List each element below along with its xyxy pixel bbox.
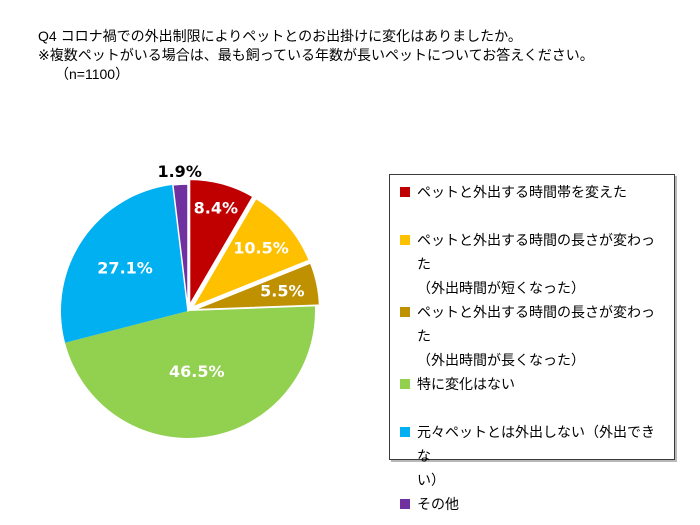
pie-data-label-4: 46.5% xyxy=(169,362,225,381)
legend-swatch-icon xyxy=(400,187,410,197)
legend-swatch-icon xyxy=(400,427,410,437)
legend-item-2: ペットと外出する時間の長さが変わった （外出時間が短くなった） xyxy=(399,228,666,300)
legend-swatch-icon xyxy=(400,379,410,389)
legend-item-label: ペットと外出する時間の長さが変わった （外出時間が短くなった） xyxy=(417,232,655,296)
pie-data-label-1: 8.4% xyxy=(194,199,238,218)
pie-data-label-3: 5.5% xyxy=(260,281,304,300)
legend-item-1: ペットと外出する時間帯を変えた xyxy=(399,180,666,204)
legend-swatch-icon xyxy=(400,499,410,509)
legend-item-label: 特に変化はない xyxy=(417,376,515,392)
legend-item-label: その他 xyxy=(417,496,459,512)
legend-item-label: ペットと外出する時間帯を変えた xyxy=(417,184,627,200)
legend-item-label: ペットと外出する時間の長さが変わった （外出時間が長くなった） xyxy=(417,304,655,368)
legend-item-4: 特に変化はない xyxy=(399,372,666,396)
pie-slice-6 xyxy=(172,183,189,312)
pie-data-label-5: 27.1% xyxy=(97,259,153,278)
legend-item-3: ペットと外出する時間の長さが変わった （外出時間が長くなった） xyxy=(399,300,666,372)
pie-slice-5 xyxy=(61,184,188,343)
pie-slice-1 xyxy=(188,178,255,308)
question-title-line1: Q4 コロナ禍での外出制限によりペットとのお出掛けに変化はありましたか。 xyxy=(38,28,522,44)
legend-item-label: 元々ペットとは外出しない（外出できな い） xyxy=(417,424,655,488)
question-title: Q4 コロナ禍での外出制限によりペットとのお出掛けに変化はありましたか。 ※複数… xyxy=(38,27,658,84)
pie-slice-3 xyxy=(191,261,321,311)
legend-item-5: 元々ペットとは外出しない（外出できな い） xyxy=(399,420,666,492)
sample-size: （n=1100） xyxy=(55,66,130,82)
pie-data-label-2: 10.5% xyxy=(233,238,289,257)
legend-box: ペットと外出する時間帯を変えたペットと外出する時間の長さが変わった （外出時間が短… xyxy=(389,174,675,512)
legend-swatch-icon xyxy=(400,307,410,317)
legend-swatch-icon xyxy=(400,235,410,245)
question-title-line2: ※複数ペットがいる場合は、最も飼っている年数が長いペットについてお答えください。 xyxy=(38,47,594,63)
legend-item-6: その他 xyxy=(399,492,666,516)
pie-slice-2 xyxy=(190,197,311,309)
pie-data-label-6: 1.9% xyxy=(157,162,201,181)
pie-slice-4 xyxy=(65,306,315,438)
